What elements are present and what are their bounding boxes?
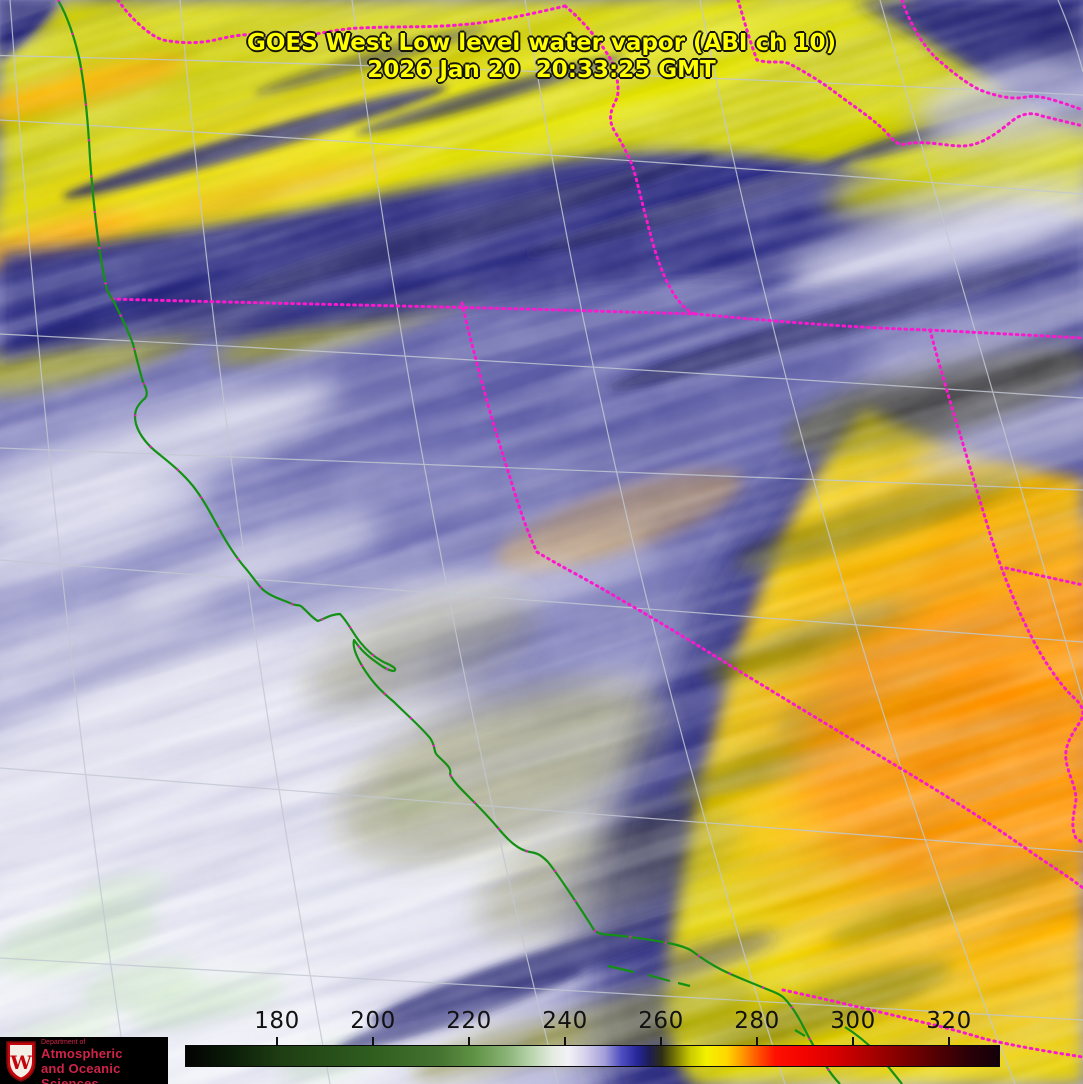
border-snake-river <box>563 4 699 316</box>
logo-name-line1: Atmospheric <box>41 1046 123 1061</box>
border-montana-idaho <box>736 0 1083 148</box>
tick-label: 280 <box>734 1008 780 1034</box>
state-borders <box>110 0 1083 1059</box>
logo-dept-line: Department of <box>41 1039 86 1046</box>
tick-label: 240 <box>542 1008 588 1034</box>
border-columbia-river <box>116 0 567 45</box>
crest-letter: W <box>9 1052 32 1074</box>
uw-aos-logo: W Department of Atmospheric and Oceanic … <box>0 1037 168 1084</box>
border-37n-segment <box>1004 566 1083 587</box>
tick-mark <box>564 1037 566 1045</box>
border-us-mexico <box>781 988 1083 1059</box>
logo-name-line2: and Oceanic Sciences <box>41 1061 121 1084</box>
uw-crest-icon: W <box>6 1041 36 1082</box>
tick-mark <box>468 1037 470 1045</box>
channel-islands <box>607 964 691 988</box>
border-continental <box>900 0 1083 112</box>
border-42n-parallel <box>110 297 1083 340</box>
tick-mark <box>372 1037 374 1045</box>
tick-label: 200 <box>350 1008 396 1034</box>
tick-label: 220 <box>446 1008 492 1034</box>
tick-mark <box>756 1037 758 1045</box>
border-california-nevada <box>460 301 1083 890</box>
tick-label: 300 <box>830 1008 876 1034</box>
tick-label: 260 <box>638 1008 684 1034</box>
island-speck <box>794 1029 806 1037</box>
tick-mark <box>852 1037 854 1045</box>
tick-mark <box>276 1037 278 1045</box>
logo-text: Department of Atmospheric and Oceanic Sc… <box>41 1039 168 1084</box>
border-nevada-utah <box>928 328 1083 845</box>
tick-mark <box>948 1037 950 1045</box>
tick-label: 320 <box>926 1008 972 1034</box>
tick-label: 180 <box>254 1008 300 1034</box>
temperature-colorbar <box>185 1045 1000 1067</box>
tick-mark <box>660 1037 662 1045</box>
